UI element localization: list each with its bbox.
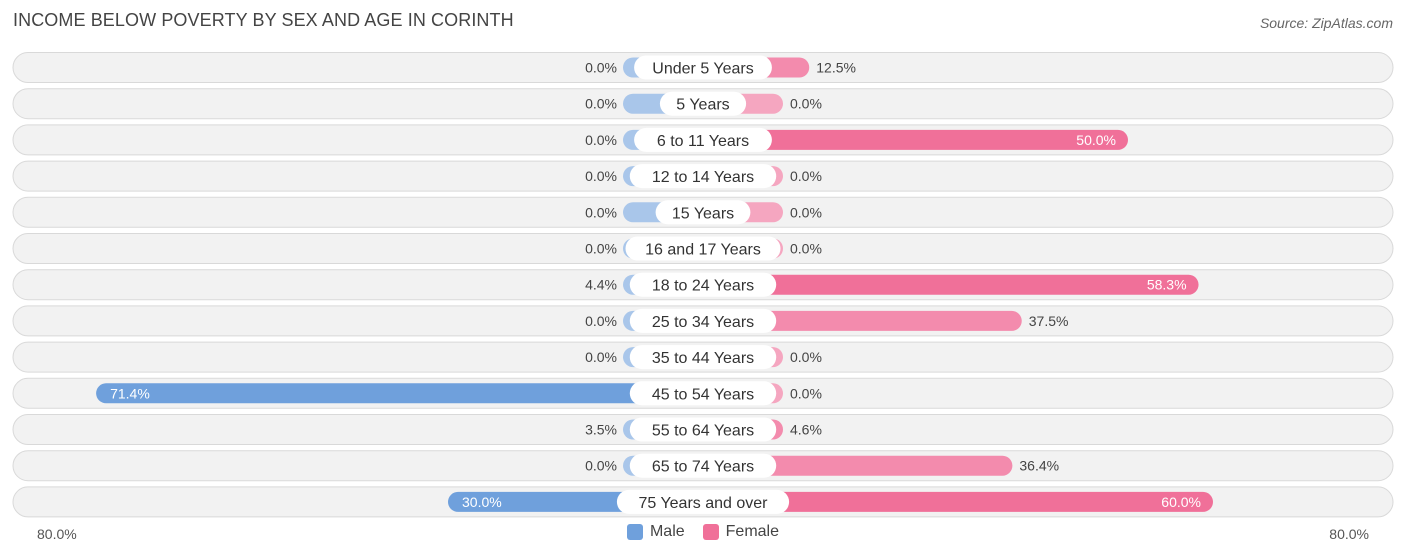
source-credit: Source: ZipAtlas.com	[1259, 15, 1393, 31]
male-value-label: 0.0%	[585, 96, 617, 112]
female-bar	[703, 129, 1128, 150]
female-value-label: 4.6%	[790, 422, 822, 438]
female-value-label: 60.0%	[1161, 494, 1201, 510]
female-value-label: 0.0%	[790, 241, 822, 257]
chart-title: INCOME BELOW POVERTY BY SEX AND AGE IN C…	[13, 10, 514, 30]
category-label: Under 5 Years	[652, 61, 753, 78]
category-label: 55 to 64 Years	[652, 423, 754, 440]
category-label: 5 Years	[676, 97, 729, 114]
female-value-label: 37.5%	[1029, 313, 1069, 329]
category-label-pill	[659, 91, 747, 116]
diverging-bar-chart: 0.0% 12.5% Under 5 Years 0.0% 0.0% 5 Years 0.0…	[12, 52, 1394, 518]
legend: Male Female	[0, 523, 1406, 541]
female-value-label: 12.5%	[816, 60, 856, 76]
male-value-label: 0.0%	[585, 458, 617, 474]
female-value-label: 50.0%	[1076, 132, 1116, 148]
male-value-label: 0.0%	[585, 132, 617, 148]
female-value-label: 58.3%	[1147, 277, 1187, 293]
category-label-pill	[634, 55, 772, 80]
male-value-label: 0.0%	[585, 313, 617, 329]
legend-item-male[interactable]: Male	[626, 523, 685, 541]
legend-label-male: Male	[649, 523, 685, 540]
male-value-label: 0.0%	[585, 60, 617, 76]
category-label-pill	[629, 453, 777, 478]
category-label-pill	[625, 236, 781, 261]
male-value-label: 0.0%	[585, 241, 617, 257]
category-label-pill	[616, 489, 790, 514]
female-value-label: 0.0%	[790, 204, 822, 220]
female-bar	[703, 455, 1013, 476]
category-label: 45 to 54 Years	[652, 386, 754, 403]
male-value-label: 0.0%	[585, 168, 617, 184]
female-value-label: 0.0%	[790, 385, 822, 401]
category-label: 25 to 34 Years	[652, 314, 754, 331]
category-label-pill	[634, 127, 772, 152]
category-label-pill	[629, 308, 777, 333]
legend-label-female: Female	[725, 523, 780, 540]
female-value-label: 0.0%	[790, 349, 822, 365]
male-value-label: 71.4%	[110, 385, 150, 401]
male-value-label: 0.0%	[585, 204, 617, 220]
axis-right-label: 80.0%	[1329, 526, 1369, 542]
category-label: 16 and 17 Years	[645, 242, 761, 259]
category-label: 65 to 74 Years	[652, 459, 754, 476]
female-value-label: 0.0%	[790, 96, 822, 112]
category-label-pill	[629, 164, 777, 189]
female-bar	[703, 310, 1022, 331]
category-label: 6 to 11 Years	[657, 133, 749, 150]
category-label: 75 Years and over	[639, 495, 769, 512]
category-label: 15 Years	[672, 205, 734, 222]
female-value-label: 36.4%	[1019, 458, 1059, 474]
legend-swatch-male	[626, 524, 643, 540]
male-value-label: 30.0%	[462, 494, 502, 510]
male-value-label: 3.5%	[585, 422, 617, 438]
male-bar	[96, 383, 704, 404]
female-value-label: 0.0%	[790, 168, 822, 184]
female-bar	[703, 491, 1213, 512]
category-label: 18 to 24 Years	[652, 278, 754, 295]
category-label-pill	[629, 345, 777, 370]
category-label-pill	[629, 417, 777, 442]
male-value-label: 0.0%	[585, 349, 617, 365]
axis-left-label: 80.0%	[37, 526, 77, 542]
category-label: 12 to 14 Years	[652, 169, 754, 186]
legend-swatch-female	[702, 524, 719, 540]
male-value-label: 4.4%	[585, 277, 617, 293]
legend-item-female[interactable]: Female	[702, 523, 780, 541]
category-label-pill	[629, 381, 777, 406]
category-label: 35 to 44 Years	[652, 350, 754, 367]
category-label-pill	[629, 272, 777, 297]
category-label-pill	[655, 200, 751, 225]
female-bar	[703, 274, 1199, 295]
